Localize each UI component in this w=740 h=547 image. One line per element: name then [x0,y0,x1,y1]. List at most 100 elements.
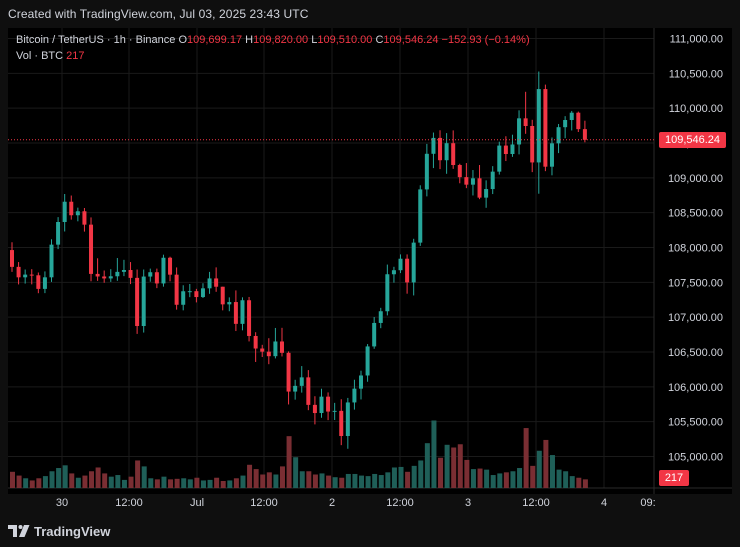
candle-body [75,211,80,216]
volume-bar [424,443,430,488]
time-tick-label: 12:00 [115,497,143,509]
candle-body [563,120,568,128]
candle-body [161,257,166,284]
candle-body [49,244,54,278]
candle-body [82,211,87,225]
volume-bar [115,475,121,488]
volume-bar [214,477,220,488]
candle-body [490,171,495,190]
volume-bar [549,455,555,488]
candle-body [497,145,502,172]
volume-bar [69,473,75,488]
candle-body [89,224,94,274]
volume-bar [293,457,299,488]
candle-body [451,143,456,166]
volume-bar [576,477,582,488]
price-tick-label: 110,000.00 [669,103,723,115]
candle-body [56,222,61,245]
volume-bar [398,466,404,488]
candle-body [477,178,482,198]
candle-body [148,272,153,277]
volume-bar [530,465,536,488]
candle-body [115,271,120,277]
volume-bar [233,478,239,488]
candle-body [582,129,587,140]
price-tick-label: 111,000.00 [670,34,723,46]
volume-bar [181,478,187,488]
volume-bar [451,447,457,488]
volume-bar [484,469,490,488]
candle-body [405,258,410,283]
volume-bar [582,479,588,488]
candle-body [444,143,449,161]
volume-bar [378,475,384,488]
candle-body [102,276,107,279]
volume-bar [121,479,127,488]
volume-bar [154,479,160,488]
price-tick-label: 107,000.00 [668,312,723,324]
volume-bar [306,471,312,488]
candle-body [332,410,337,412]
volume-bar [405,471,411,488]
candle-body [345,402,350,437]
candle-body [378,311,383,323]
candle-body [181,291,186,305]
volume-bar [497,473,503,488]
volume-bar [464,459,470,488]
volume-bar [174,478,180,488]
high-value: 109,820.00 [253,34,309,46]
price-tick-label: 108,500.00 [668,208,723,220]
candle-body [523,118,528,127]
volume-bar [227,480,233,488]
candle-body [411,242,416,283]
candle-body [503,145,508,155]
candle-body [135,277,140,327]
volume-bar [345,473,351,488]
candle-body [372,322,377,347]
volume-bar [418,460,424,488]
low-label: L [311,34,318,46]
volume-bar [75,477,81,488]
volume-bar [82,475,88,488]
low-value: 109,510.00 [317,34,373,46]
time-tick-label: Jul [190,497,204,509]
volume-bar [148,478,154,488]
price-tick-label: 108,000.00 [668,243,723,255]
candle-body [214,278,219,287]
volume-value: 217 [66,50,85,62]
volume-bar [543,439,549,488]
footer-brand[interactable]: TradingView [8,522,110,540]
time-tick-label: 12:00 [250,497,278,509]
last-price-tag: 109,546.24 [659,132,726,148]
volume-bar [510,471,516,488]
candle-body [326,396,331,412]
candle-body [95,273,100,277]
candle-body [128,270,133,278]
volume-bar [253,469,259,488]
volume-bar [536,450,542,488]
volume-bar [194,477,200,488]
candle-body [543,89,548,167]
candle-body [253,335,258,349]
volume-bar [36,478,42,488]
candle-body [279,341,284,353]
candle-body [233,302,238,324]
candle-body [187,291,192,293]
volume-bar [220,480,226,488]
price-tick-label: 106,500.00 [668,347,723,359]
volume-bar [95,467,101,488]
volume-bar [240,475,246,488]
candle-body [418,189,423,243]
volume-bar [319,473,325,488]
high-label: H [245,34,254,46]
candle-body [339,410,344,437]
volume-bar [477,468,483,488]
volume-bar [556,469,562,488]
volume-bar [391,467,397,488]
candle-body [240,300,245,324]
open-label: O [178,34,188,46]
candle-body [470,178,475,185]
candle-body [517,118,522,145]
candle-body [10,250,14,267]
